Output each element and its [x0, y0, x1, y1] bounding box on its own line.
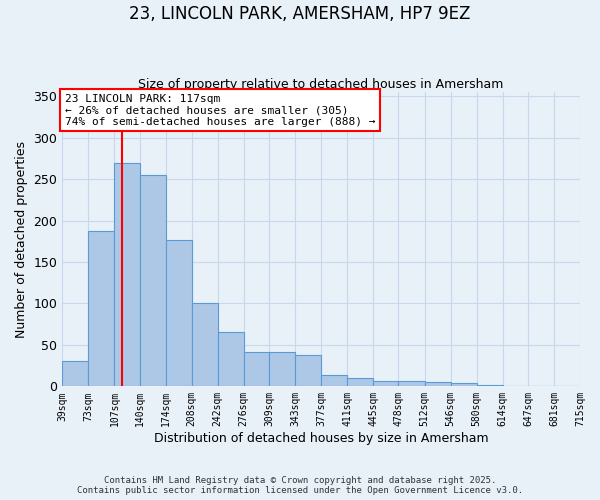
X-axis label: Distribution of detached houses by size in Amersham: Distribution of detached houses by size …: [154, 432, 488, 445]
Bar: [166, 240, 192, 386]
Bar: [218, 332, 244, 386]
Bar: [192, 304, 218, 386]
Bar: [62, 362, 88, 386]
Bar: [398, 382, 425, 386]
Text: 23, LINCOLN PARK, AMERSHAM, HP7 9EZ: 23, LINCOLN PARK, AMERSHAM, HP7 9EZ: [130, 5, 470, 23]
Bar: [244, 352, 269, 386]
Bar: [321, 374, 347, 386]
Bar: [373, 382, 398, 386]
Bar: [88, 230, 115, 386]
Y-axis label: Number of detached properties: Number of detached properties: [15, 140, 28, 338]
Bar: [295, 355, 321, 386]
Text: Contains HM Land Registry data © Crown copyright and database right 2025.
Contai: Contains HM Land Registry data © Crown c…: [77, 476, 523, 495]
Bar: [476, 384, 503, 386]
Bar: [269, 352, 295, 386]
Bar: [347, 378, 373, 386]
Bar: [451, 383, 476, 386]
Title: Size of property relative to detached houses in Amersham: Size of property relative to detached ho…: [139, 78, 504, 91]
Bar: [140, 175, 166, 386]
Bar: [115, 162, 140, 386]
Text: 23 LINCOLN PARK: 117sqm
← 26% of detached houses are smaller (305)
74% of semi-d: 23 LINCOLN PARK: 117sqm ← 26% of detache…: [65, 94, 376, 127]
Bar: [425, 382, 451, 386]
